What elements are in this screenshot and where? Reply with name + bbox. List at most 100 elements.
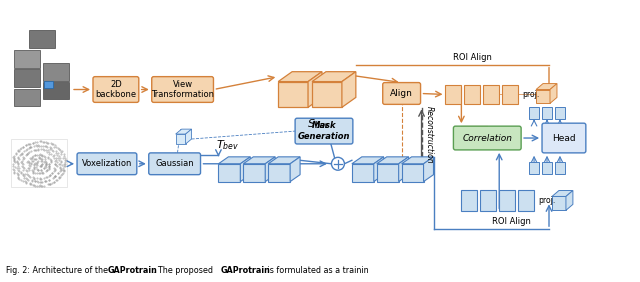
Point (16, 171, 26, 175)
Point (9, 157, 19, 161)
Point (41, 179, 51, 184)
Point (28, 141, 38, 145)
Point (10, 160, 20, 165)
Point (56, 150, 67, 155)
Point (34, 156, 44, 160)
Bar (12, 139, 67, 187)
Text: $T_{bev}$: $T_{bev}$ (216, 138, 239, 152)
Point (18, 157, 28, 162)
Point (17, 151, 28, 156)
Point (17, 150, 27, 155)
Point (36, 176, 46, 181)
Point (40, 179, 50, 183)
Point (47, 171, 58, 175)
Point (51, 156, 61, 160)
Point (38, 184, 49, 188)
Point (42, 174, 52, 179)
Point (56, 160, 66, 165)
Bar (529, 162, 539, 174)
Point (17, 144, 28, 149)
Point (51, 149, 61, 153)
Point (39, 166, 49, 170)
Point (20, 143, 31, 147)
Point (36, 139, 47, 144)
Point (13, 148, 24, 153)
Point (28, 175, 38, 179)
Point (38, 144, 48, 148)
Point (30, 171, 40, 175)
Point (56, 166, 66, 171)
Point (44, 166, 54, 170)
Point (15, 147, 25, 151)
Point (33, 168, 43, 172)
Point (41, 163, 51, 167)
Point (13, 156, 23, 161)
Point (54, 153, 64, 158)
Point (29, 163, 39, 168)
Point (43, 148, 53, 152)
Point (55, 164, 65, 169)
Point (39, 154, 49, 159)
Point (33, 147, 43, 152)
Point (33, 168, 44, 173)
Point (30, 157, 40, 161)
Point (35, 176, 45, 181)
Circle shape (332, 157, 344, 170)
Point (46, 152, 56, 157)
Point (29, 164, 39, 169)
Bar (465, 85, 480, 104)
Point (46, 160, 56, 164)
Point (42, 145, 52, 149)
Point (30, 184, 40, 188)
Point (39, 147, 49, 152)
Point (44, 165, 54, 169)
Point (12, 152, 22, 156)
Bar (352, 164, 374, 182)
Point (38, 147, 48, 151)
Point (37, 184, 47, 188)
Point (19, 162, 29, 166)
Point (22, 146, 33, 151)
Polygon shape (402, 157, 433, 164)
Point (42, 168, 52, 173)
Bar (29, 30, 55, 48)
Point (37, 159, 47, 164)
Point (22, 152, 32, 156)
Point (13, 155, 23, 160)
Point (40, 169, 51, 173)
Point (14, 177, 24, 182)
Point (45, 147, 56, 152)
Point (50, 162, 60, 167)
Point (29, 176, 40, 181)
Point (18, 168, 28, 172)
Point (59, 153, 69, 158)
Point (59, 152, 69, 156)
Point (31, 157, 41, 161)
FancyBboxPatch shape (383, 83, 420, 104)
Point (29, 147, 39, 152)
Point (33, 143, 43, 147)
Point (29, 166, 39, 171)
Point (24, 142, 35, 146)
Point (24, 160, 35, 164)
Point (28, 170, 38, 175)
Point (49, 175, 60, 179)
Point (16, 178, 26, 182)
Point (17, 145, 28, 149)
Point (24, 180, 35, 185)
Point (36, 147, 47, 151)
Point (33, 180, 43, 184)
Point (21, 153, 31, 157)
Point (51, 151, 61, 155)
Point (45, 173, 55, 177)
Point (58, 166, 68, 171)
Point (16, 145, 26, 150)
Point (23, 173, 33, 178)
Polygon shape (374, 157, 384, 182)
FancyBboxPatch shape (152, 77, 214, 102)
Point (55, 175, 65, 179)
Point (16, 169, 26, 174)
Point (35, 139, 45, 144)
Point (44, 155, 54, 159)
Point (55, 147, 65, 152)
